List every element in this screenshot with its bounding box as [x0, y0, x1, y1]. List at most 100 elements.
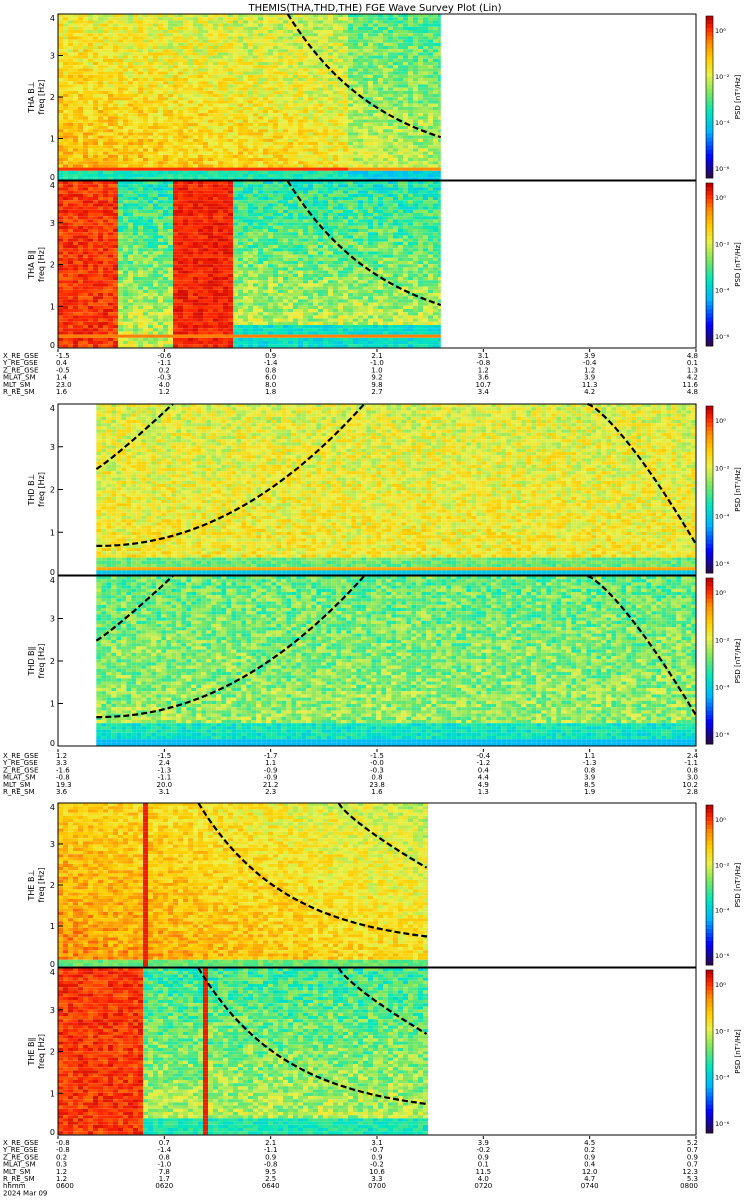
y-tick-label: 4 — [50, 14, 55, 23]
colorbar-tick-label: 10⁻⁴ — [715, 1074, 730, 1082]
ephemeris-value: 4.2 — [584, 388, 595, 396]
heatmap-cells — [96, 404, 696, 575]
colorbar-tick-label: 10⁻⁶ — [715, 731, 730, 739]
ephemeris-value: 3.6 — [56, 788, 68, 796]
y-axis-label: THE B⊥freq [Hz] — [27, 868, 46, 903]
y-tick-label: 2 — [50, 261, 55, 270]
ephemeris-value: 0600 — [56, 1182, 74, 1190]
ephemeris-value: 1.8 — [265, 388, 276, 396]
ephemeris-block: X_RE_GSEY_RE_GSEZ_RE_GSEMLAT_SMMLT_SMR_R… — [2, 349, 699, 396]
ephemeris-row-label: R_RE_SM — [3, 388, 35, 396]
y-tick-label: 4 — [50, 404, 55, 413]
colorbar-tick-label: 10⁻⁶ — [715, 333, 730, 341]
colorbar-tick-label: 10⁻⁴ — [715, 907, 730, 915]
ephemeris-value: 1.2 — [159, 388, 170, 396]
ephemeris-value: 3.4 — [478, 388, 490, 396]
y-tick-label: 1 — [50, 700, 55, 709]
y-tick-label: 1 — [50, 922, 55, 931]
colorbar-tick-label: 10⁻² — [715, 636, 730, 644]
y-axis-label: THD B∥freq [Hz] — [27, 644, 46, 679]
y-tick-label: 3 — [50, 840, 55, 849]
colorbar-tick-label: 10⁰ — [715, 981, 726, 989]
colorbar: 10⁰ 10⁻² 10⁻⁴ 10⁻⁶ PSD [nT²/Hz] — [706, 578, 742, 745]
y-tick-label: 3 — [50, 52, 55, 61]
y-axis-label: THE B∥freq [Hz] — [27, 1034, 46, 1069]
colorbar: 10⁰ 10⁻² 10⁻⁴ 10⁻⁶ PSD [nT²/Hz] — [706, 970, 742, 1133]
colorbar: 10⁰ 10⁻² 10⁻⁴ 10⁻⁶ PSD [nT²/Hz] — [706, 16, 742, 178]
colorbar-tick-label: 10⁰ — [715, 194, 726, 202]
colorbar-tick-label: 10⁻⁴ — [715, 512, 730, 520]
ephemeris-value: 0620 — [155, 1182, 173, 1190]
y-tick-label: 0 — [50, 341, 55, 350]
y-tick-label: 2 — [50, 881, 55, 890]
y-tick-label: 2 — [50, 486, 55, 495]
heatmap-cells — [58, 803, 428, 967]
colorbar-tick-label: 10⁻⁴ — [715, 287, 730, 295]
y-tick-label: 0 — [50, 1128, 55, 1137]
colorbar-label: PSD [nT²/Hz] — [734, 242, 742, 287]
y-tick-label: 4 — [50, 576, 55, 585]
colorbar-label: PSD [nT²/Hz] — [734, 1029, 742, 1074]
panels: 0 1 2 3 4 THA B⊥freq [Hz] 10⁰ 10⁻² 10⁻⁴ 10⁻⁶ PSD [… — [27, 14, 742, 1137]
colorbar-tick-label: 10⁻⁶ — [715, 165, 730, 173]
colorbar-label: PSD [nT²/Hz] — [734, 638, 742, 683]
ephemeris-value: 1.6 — [56, 388, 68, 396]
y-tick-label: 1 — [50, 302, 55, 311]
y-tick-label: 2 — [50, 657, 55, 666]
y-tick-label: 4 — [50, 181, 55, 190]
y-tick-label: 3 — [50, 219, 55, 228]
colorbar-tick-label: 10⁻⁴ — [715, 119, 730, 127]
y-tick-label: 1 — [50, 528, 55, 537]
colorbar-tick-label: 10⁰ — [715, 589, 726, 597]
heatmap-cells — [96, 576, 696, 746]
colorbar-tick-label: 10⁻⁶ — [715, 560, 730, 568]
colorbar-tick-label: 10⁰ — [715, 27, 726, 35]
ephemeris-row-label: R_RE_SM — [3, 788, 35, 796]
figure-title: THEMIS(THA,THD,THE) FGE Wave Survey Plot… — [247, 3, 501, 14]
ephemeris-value: 1.6 — [371, 788, 383, 796]
y-tick-label: 4 — [50, 803, 55, 812]
y-tick-label: 3 — [50, 1006, 55, 1015]
heatmap-cells — [58, 181, 441, 348]
colorbar-tick-label: 10⁻⁴ — [715, 684, 730, 692]
y-tick-label: 1 — [50, 135, 55, 144]
colorbar-tick-label: 10⁻⁶ — [715, 952, 730, 960]
y-axis-label: THD B⊥freq [Hz] — [27, 472, 46, 507]
y-tick-label: 0 — [50, 739, 55, 748]
y-tick-label: 2 — [50, 1048, 55, 1057]
ephemeris-value: 0700 — [368, 1182, 386, 1190]
y-tick-label: 4 — [50, 968, 55, 977]
y-axis-label: THA B⊥freq [Hz] — [27, 80, 46, 115]
colorbar-tick-label: 10⁻² — [715, 73, 730, 81]
y-tick-label: 3 — [50, 615, 55, 624]
ephemeris-value: 1.3 — [478, 788, 489, 796]
heatmap-cells — [58, 14, 441, 180]
colorbar-tick-label: 10⁰ — [715, 417, 726, 425]
ephemeris-value: 0640 — [262, 1182, 280, 1190]
y-tick-label: 3 — [50, 443, 55, 452]
heatmap-cells — [58, 968, 428, 1135]
colorbar-tick-label: 10⁻² — [715, 465, 730, 473]
spectrogram-panel-thd-parallel: 0 1 2 3 4 THD B∥freq [Hz] 10⁰ 10⁻² 10⁻⁴ 10⁻⁶ PSD [… — [27, 576, 742, 748]
ephemeris-block: X_RE_GSEY_RE_GSEZ_RE_GSEMLAT_SMMLT_SMR_R… — [2, 749, 699, 796]
ephemeris-value: 2.8 — [687, 788, 698, 796]
colorbar-tick-label: 10⁻² — [715, 1027, 730, 1035]
ephemeris-value: 3.1 — [159, 788, 170, 796]
colorbar-tick-label: 10⁻⁶ — [715, 1120, 730, 1128]
ephemeris-value: 1.9 — [584, 788, 595, 796]
y-tick-label: 2 — [50, 93, 55, 102]
colorbar: 10⁰ 10⁻² 10⁻⁴ 10⁻⁶ PSD [nT²/Hz] — [706, 406, 742, 573]
colorbar-label: PSD [nT²/Hz] — [734, 467, 742, 512]
colorbar-tick-label: 10⁰ — [715, 816, 726, 824]
ephemeris-block: X_RE_GSEY_RE_GSEZ_RE_GSEMLAT_SMMLT_SMR_R… — [2, 1136, 698, 1197]
ephemeris-value: 2.3 — [265, 788, 276, 796]
colorbar-label: PSD [nT²/Hz] — [734, 74, 742, 119]
ephemeris-value: 2.7 — [371, 388, 382, 396]
